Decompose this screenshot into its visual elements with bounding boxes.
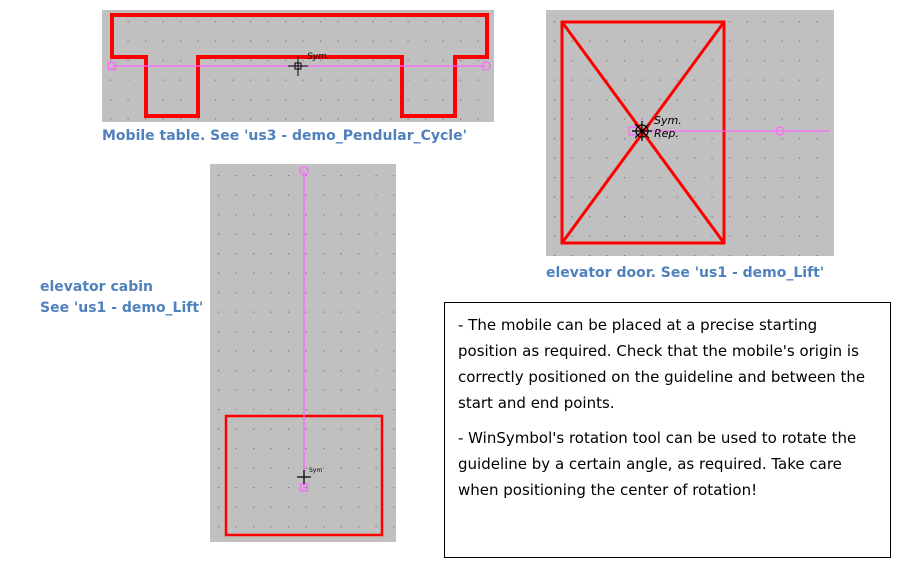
guideline-end-point bbox=[775, 126, 785, 136]
notes-box: - The mobile can be placed at a precise … bbox=[444, 302, 891, 558]
notes-paragraph: - The mobile can be placed at a precise … bbox=[458, 316, 866, 412]
sym-label: Sym. bbox=[654, 114, 682, 127]
origin-crosshair-icon bbox=[297, 470, 311, 484]
grid-dots bbox=[218, 175, 395, 528]
table-outline bbox=[110, 13, 489, 118]
elevator-cabin-caption: elevator cabin See 'us1 - demo_Lift' bbox=[40, 278, 203, 318]
grid-dots bbox=[554, 21, 818, 256]
elevator-door-drawing: Sym. Rep. bbox=[554, 20, 830, 256]
sym-label: Sym. bbox=[307, 52, 330, 62]
door-outline bbox=[560, 20, 726, 245]
caption-line: See 'us1 - demo_Lift' bbox=[40, 300, 204, 316]
grid-dots bbox=[110, 21, 479, 120]
guideline-end-point bbox=[481, 61, 491, 71]
caption-line: elevator cabin bbox=[40, 279, 153, 295]
mobile-table-drawing: Sym. bbox=[107, 13, 491, 120]
mobile-table-caption: Mobile table. See 'us3 - demo_Pendular_C… bbox=[102, 128, 467, 144]
origin-crosshair-icon bbox=[288, 56, 308, 76]
elevator-cabin-drawing: Sym bbox=[218, 166, 395, 537]
elevator-door-canvas: Sym. Rep. bbox=[546, 10, 834, 256]
sym-label: Sym bbox=[309, 467, 322, 474]
elevator-door-caption: elevator door. See 'us1 - demo_Lift' bbox=[546, 265, 825, 281]
mobile-table-canvas: Sym. bbox=[102, 10, 494, 122]
origin-crosshair-icon bbox=[632, 121, 652, 141]
notes-paragraph: - WinSymbol's rotation tool can be used … bbox=[458, 429, 857, 499]
guideline-start-point bbox=[299, 166, 309, 176]
elevator-cabin-canvas: Sym bbox=[210, 164, 396, 542]
rep-label: Rep. bbox=[654, 127, 679, 140]
guideline-start-point bbox=[107, 61, 117, 71]
